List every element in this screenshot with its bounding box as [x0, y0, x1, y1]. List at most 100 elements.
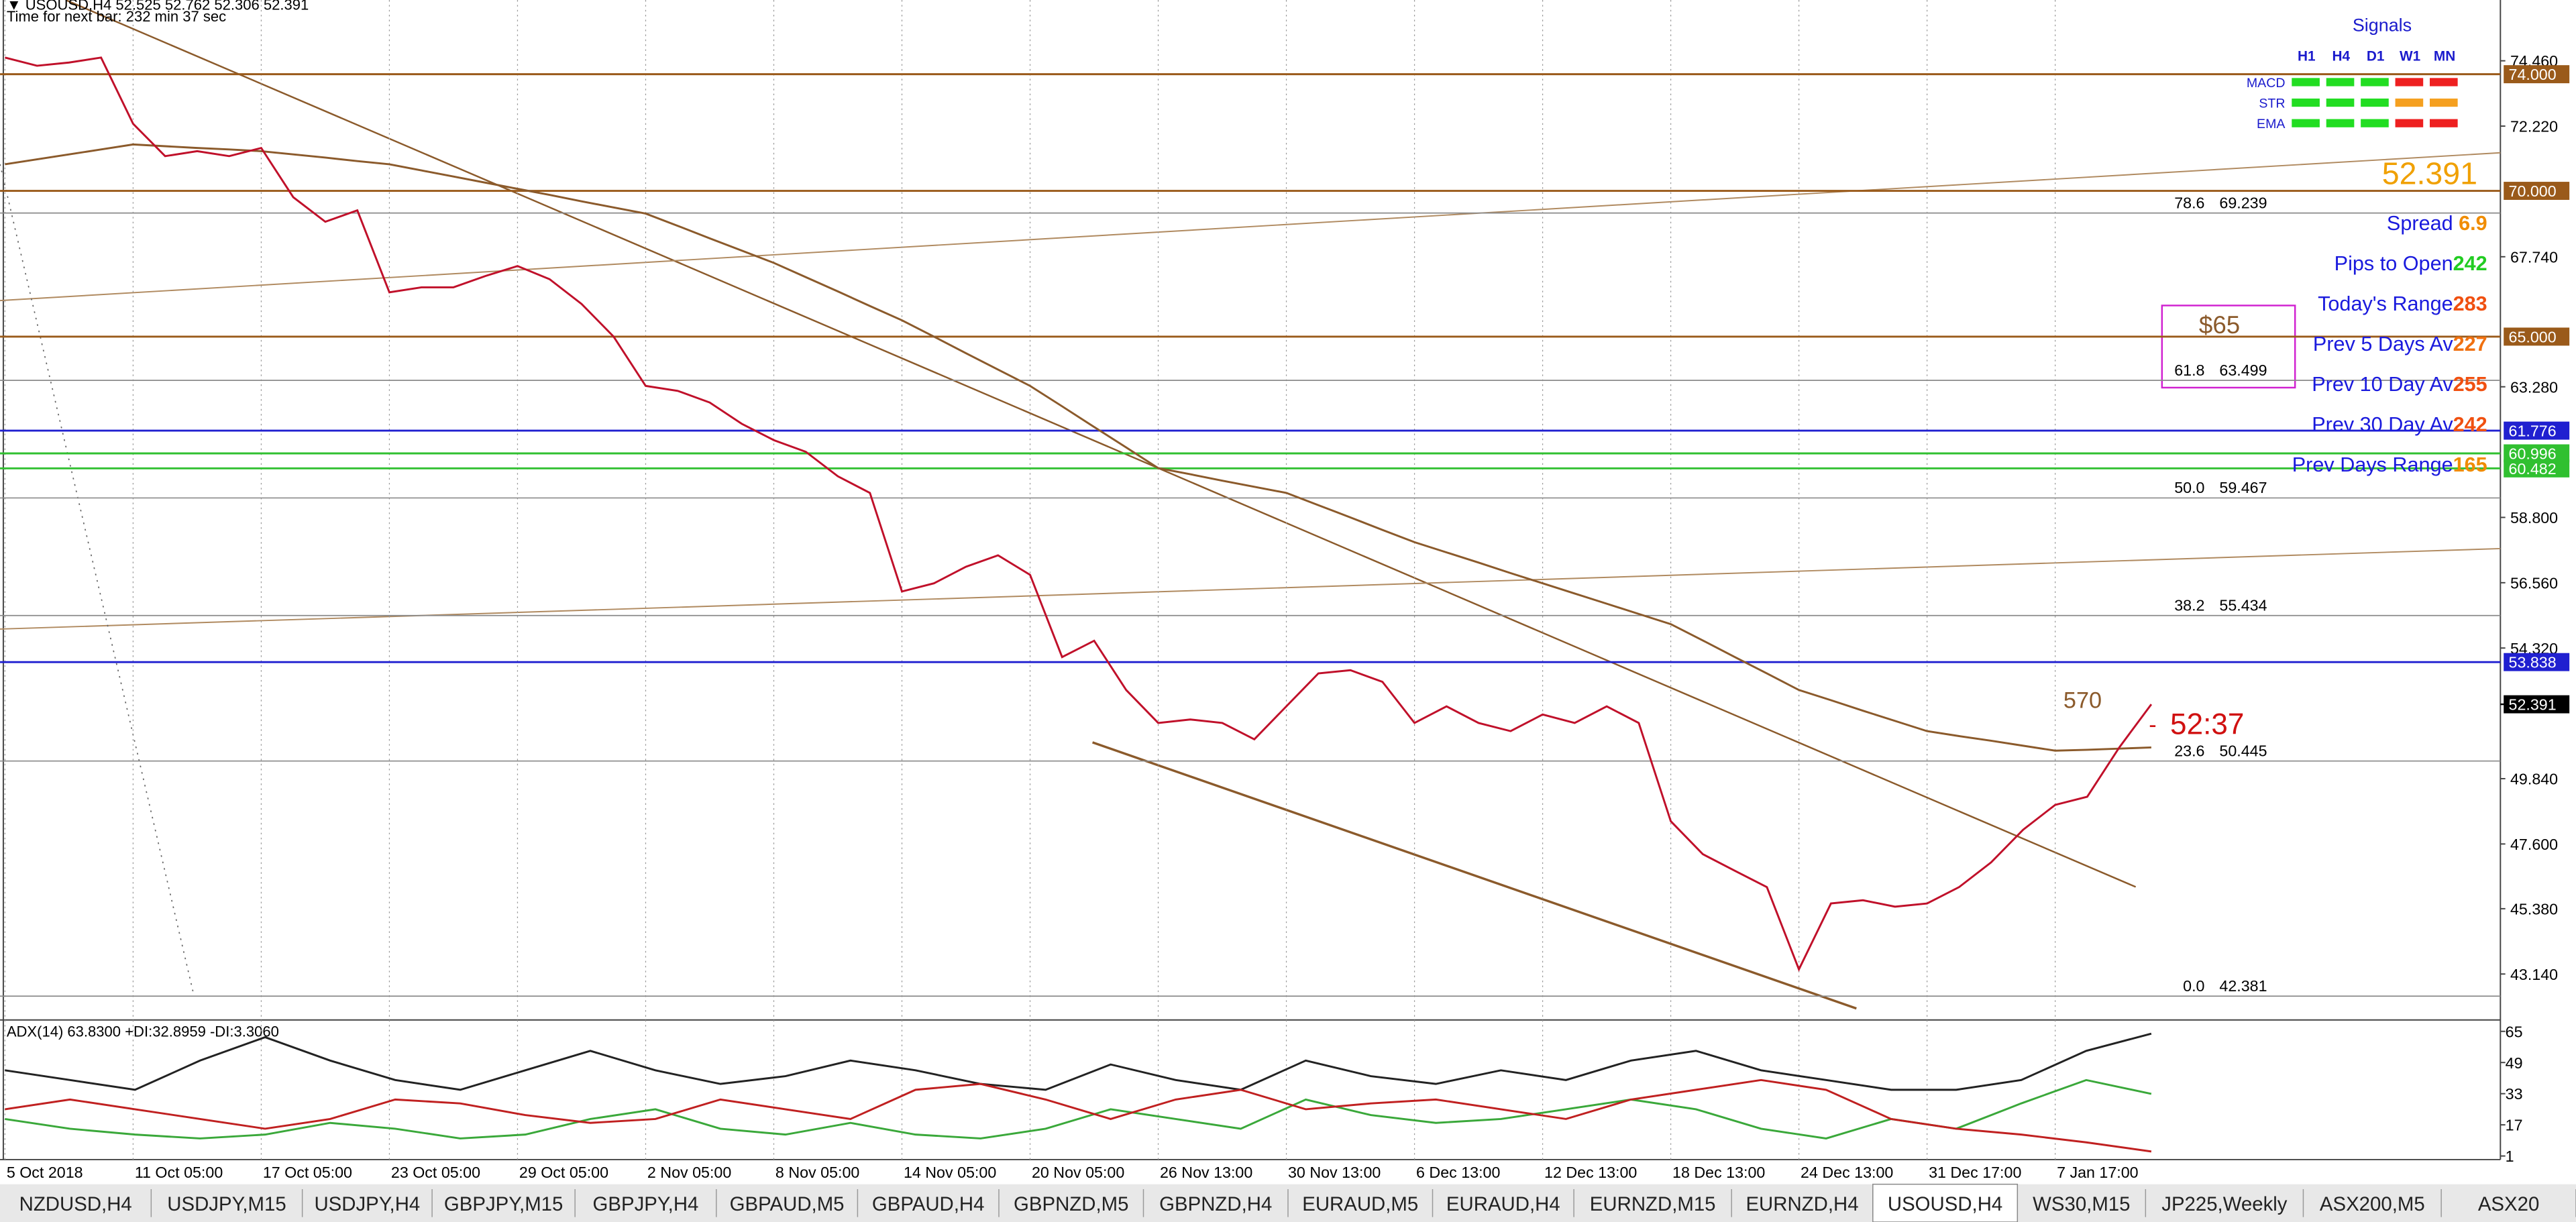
info-row: Today's Range283 [2318, 292, 2487, 315]
tab-label[interactable]: EURAUD,H4 [1446, 1193, 1560, 1215]
tab-label[interactable]: GBPNZD,H4 [1159, 1193, 1272, 1215]
info-value: 242 [2453, 413, 2487, 436]
x-tick-label: 24 Dec 13:00 [1801, 1164, 1893, 1181]
signal-cell [2326, 119, 2355, 127]
signal-cell [2361, 78, 2389, 87]
series-line [5, 1032, 2152, 1091]
price-level-label: 61.776 [2509, 423, 2557, 440]
price-level-label: 65.000 [2509, 328, 2557, 345]
tab-label[interactable]: GBPNZD,M5 [1014, 1193, 1128, 1215]
tab-label[interactable]: EURNZD,M15 [1590, 1193, 1716, 1215]
countdown-dash: - [2149, 712, 2156, 738]
info-value: 283 [2453, 292, 2487, 315]
adx-y-tick-label: 17 [2506, 1117, 2523, 1134]
x-tick-label: 20 Nov 05:00 [1032, 1164, 1124, 1181]
info-label: Spread [2387, 212, 2459, 235]
symbol-line: ▼ USOUSD,H4 52.525 52.762 52.306 52.391 [7, 0, 309, 13]
info-row: Pips to Open242 [2334, 252, 2487, 275]
tab-label[interactable]: WS30,M15 [2033, 1193, 2130, 1215]
price-level-box [2504, 182, 2570, 201]
series-line [5, 1078, 2152, 1140]
fib-ratio: 50.0 [2174, 479, 2204, 496]
tab-label[interactable]: GBPJPY,H4 [593, 1193, 699, 1215]
series-line [5, 143, 2151, 752]
x-tick-label: 18 Dec 13:00 [1672, 1164, 1765, 1181]
price-level-box [2504, 421, 2570, 440]
x-tick-label: 26 Nov 13:00 [1160, 1164, 1252, 1181]
bar-timer: Time for next bar: 232 min 37 sec [7, 8, 226, 25]
signal-cell [2326, 78, 2355, 87]
tab-active[interactable] [1872, 1183, 2019, 1222]
fib-ratio: 61.8 [2174, 362, 2204, 379]
y-tick-label: 72.220 [2510, 118, 2558, 135]
adx-y-tick-label: 33 [2506, 1085, 2523, 1103]
signal-cell [2395, 119, 2424, 127]
tab-label[interactable]: USOUSD,H4 [1888, 1193, 2002, 1215]
signal-row-label: EMA [2257, 117, 2286, 131]
fib-ratio: 38.2 [2174, 596, 2204, 614]
tab-label[interactable]: GBPAUD,H4 [872, 1193, 985, 1215]
trend-line [0, 164, 195, 996]
info-value: 165 [2453, 453, 2487, 476]
pip-count: 570 [2063, 687, 2102, 713]
signal-cell [2326, 98, 2355, 107]
fib-price: 55.434 [2219, 596, 2267, 614]
adx-y-tick-label: 1 [2506, 1148, 2514, 1165]
x-tick-label: 29 Oct 05:00 [519, 1164, 608, 1181]
tab-label[interactable]: ASX20 [2478, 1193, 2539, 1215]
price-level-box [2504, 65, 2570, 84]
signal-cell [2430, 98, 2458, 107]
signal-cell [2292, 78, 2320, 87]
info-row: Prev 5 Days Av227 [2313, 333, 2487, 355]
info-row: Prev 10 Day Av255 [2312, 373, 2487, 396]
series-line [5, 56, 2153, 972]
tab-label[interactable]: USDJPY,H4 [314, 1193, 420, 1215]
channel-line [1092, 741, 1857, 1010]
price-level-label: 52.391 [2509, 696, 2557, 714]
adx-y-tick-label: 49 [2506, 1054, 2523, 1072]
info-row: Spread 6.9 [2387, 212, 2487, 235]
fib-price: 42.381 [2219, 977, 2267, 995]
tab-label[interactable]: USDJPY,M15 [167, 1193, 286, 1215]
signal-cell [2361, 98, 2389, 107]
x-tick-label: 8 Nov 05:00 [775, 1164, 859, 1181]
countdown: 52:37 [2170, 708, 2244, 741]
x-tick-label: 11 Oct 05:00 [135, 1164, 223, 1181]
signal-column: D1 [2367, 49, 2385, 64]
info-label: Pips to Open [2334, 252, 2453, 275]
info-label: Prev Days Range [2292, 453, 2453, 476]
tab-label[interactable]: GBPJPY,M15 [444, 1193, 563, 1215]
fib-price: 50.445 [2219, 742, 2267, 759]
adx-y-tick-label: 65 [2506, 1023, 2523, 1040]
x-tick-label: 5 Oct 2018 [7, 1164, 83, 1181]
y-tick-label: 49.840 [2510, 771, 2558, 788]
info-value: 6.9 [2459, 212, 2487, 235]
x-tick-label: 2 Nov 05:00 [647, 1164, 731, 1181]
tab-label[interactable]: JP225,Weekly [2161, 1193, 2288, 1215]
signal-cell [2430, 119, 2458, 127]
x-tick-label: 12 Dec 13:00 [1544, 1164, 1637, 1181]
fib-ratio: 23.6 [2174, 742, 2204, 759]
info-value: 242 [2453, 252, 2487, 275]
x-tick-label: 6 Dec 13:00 [1416, 1164, 1500, 1181]
tab-label[interactable]: ASX200,M5 [2320, 1193, 2425, 1215]
price-level-label: 53.838 [2509, 654, 2557, 671]
price-level-box [2504, 327, 2570, 346]
price-level-box [2504, 459, 2570, 478]
signal-cell [2430, 78, 2458, 87]
price-level-label: 60.482 [2509, 460, 2557, 478]
trend-line [0, 152, 2501, 302]
tab-label[interactable]: NZDUSD,H4 [19, 1193, 132, 1215]
price-level-box [2504, 695, 2570, 714]
x-tick-label: 30 Nov 13:00 [1288, 1164, 1381, 1181]
tab-label[interactable]: EURAUD,M5 [1302, 1193, 1418, 1215]
series-line [5, 1078, 2152, 1153]
tab-label[interactable]: GBPAUD,M5 [730, 1193, 845, 1215]
x-tick-label: 23 Oct 05:00 [391, 1164, 480, 1181]
tab-label[interactable]: EURNZD,H4 [1746, 1193, 1858, 1215]
info-label: Today's Range [2318, 292, 2453, 315]
signal-column: W1 [2400, 49, 2420, 64]
signal-cell [2292, 119, 2320, 127]
